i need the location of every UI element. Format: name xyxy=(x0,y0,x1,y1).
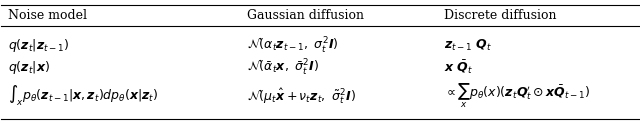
Text: $\boldsymbol{z}_{t-1}\ \boldsymbol{Q}_t$: $\boldsymbol{z}_{t-1}\ \boldsymbol{Q}_t$ xyxy=(444,38,492,53)
Text: $\propto \sum_x p_\theta(x)(\boldsymbol{z}_t\boldsymbol{Q}_t^\prime \odot \bolds: $\propto \sum_x p_\theta(x)(\boldsymbol{… xyxy=(444,82,591,110)
Text: $\mathcal{N}(\bar{\alpha}_t\boldsymbol{x},\ \bar{\sigma}_t^2\boldsymbol{I})$: $\mathcal{N}(\bar{\alpha}_t\boldsymbol{x… xyxy=(246,57,319,78)
Text: $\boldsymbol{x}\ \bar{\boldsymbol{Q}}_t$: $\boldsymbol{x}\ \bar{\boldsymbol{Q}}_t$ xyxy=(444,59,474,76)
Text: $\mathcal{N}(\mu_t\hat{\boldsymbol{x}}+\nu_t\boldsymbol{z}_t,\ \tilde{\sigma}_t^: $\mathcal{N}(\mu_t\hat{\boldsymbol{x}}+\… xyxy=(246,86,356,106)
Text: Gaussian diffusion: Gaussian diffusion xyxy=(246,9,364,22)
Text: $\mathcal{N}(\alpha_t\boldsymbol{z}_{t-1},\ \sigma_t^2\boldsymbol{I})$: $\mathcal{N}(\alpha_t\boldsymbol{z}_{t-1… xyxy=(246,36,339,56)
Text: $q(\boldsymbol{z}_t|\boldsymbol{z}_{t-1})$: $q(\boldsymbol{z}_t|\boldsymbol{z}_{t-1}… xyxy=(8,37,69,54)
Text: $\int_x p_\theta(\boldsymbol{z}_{t-1}|\boldsymbol{x},\boldsymbol{z}_t)dp_\theta(: $\int_x p_\theta(\boldsymbol{z}_{t-1}|\b… xyxy=(8,84,158,108)
Text: $q(\boldsymbol{z}_t|\boldsymbol{x})$: $q(\boldsymbol{z}_t|\boldsymbol{x})$ xyxy=(8,59,50,76)
Text: Discrete diffusion: Discrete diffusion xyxy=(444,9,557,22)
Text: Noise model: Noise model xyxy=(8,9,87,22)
